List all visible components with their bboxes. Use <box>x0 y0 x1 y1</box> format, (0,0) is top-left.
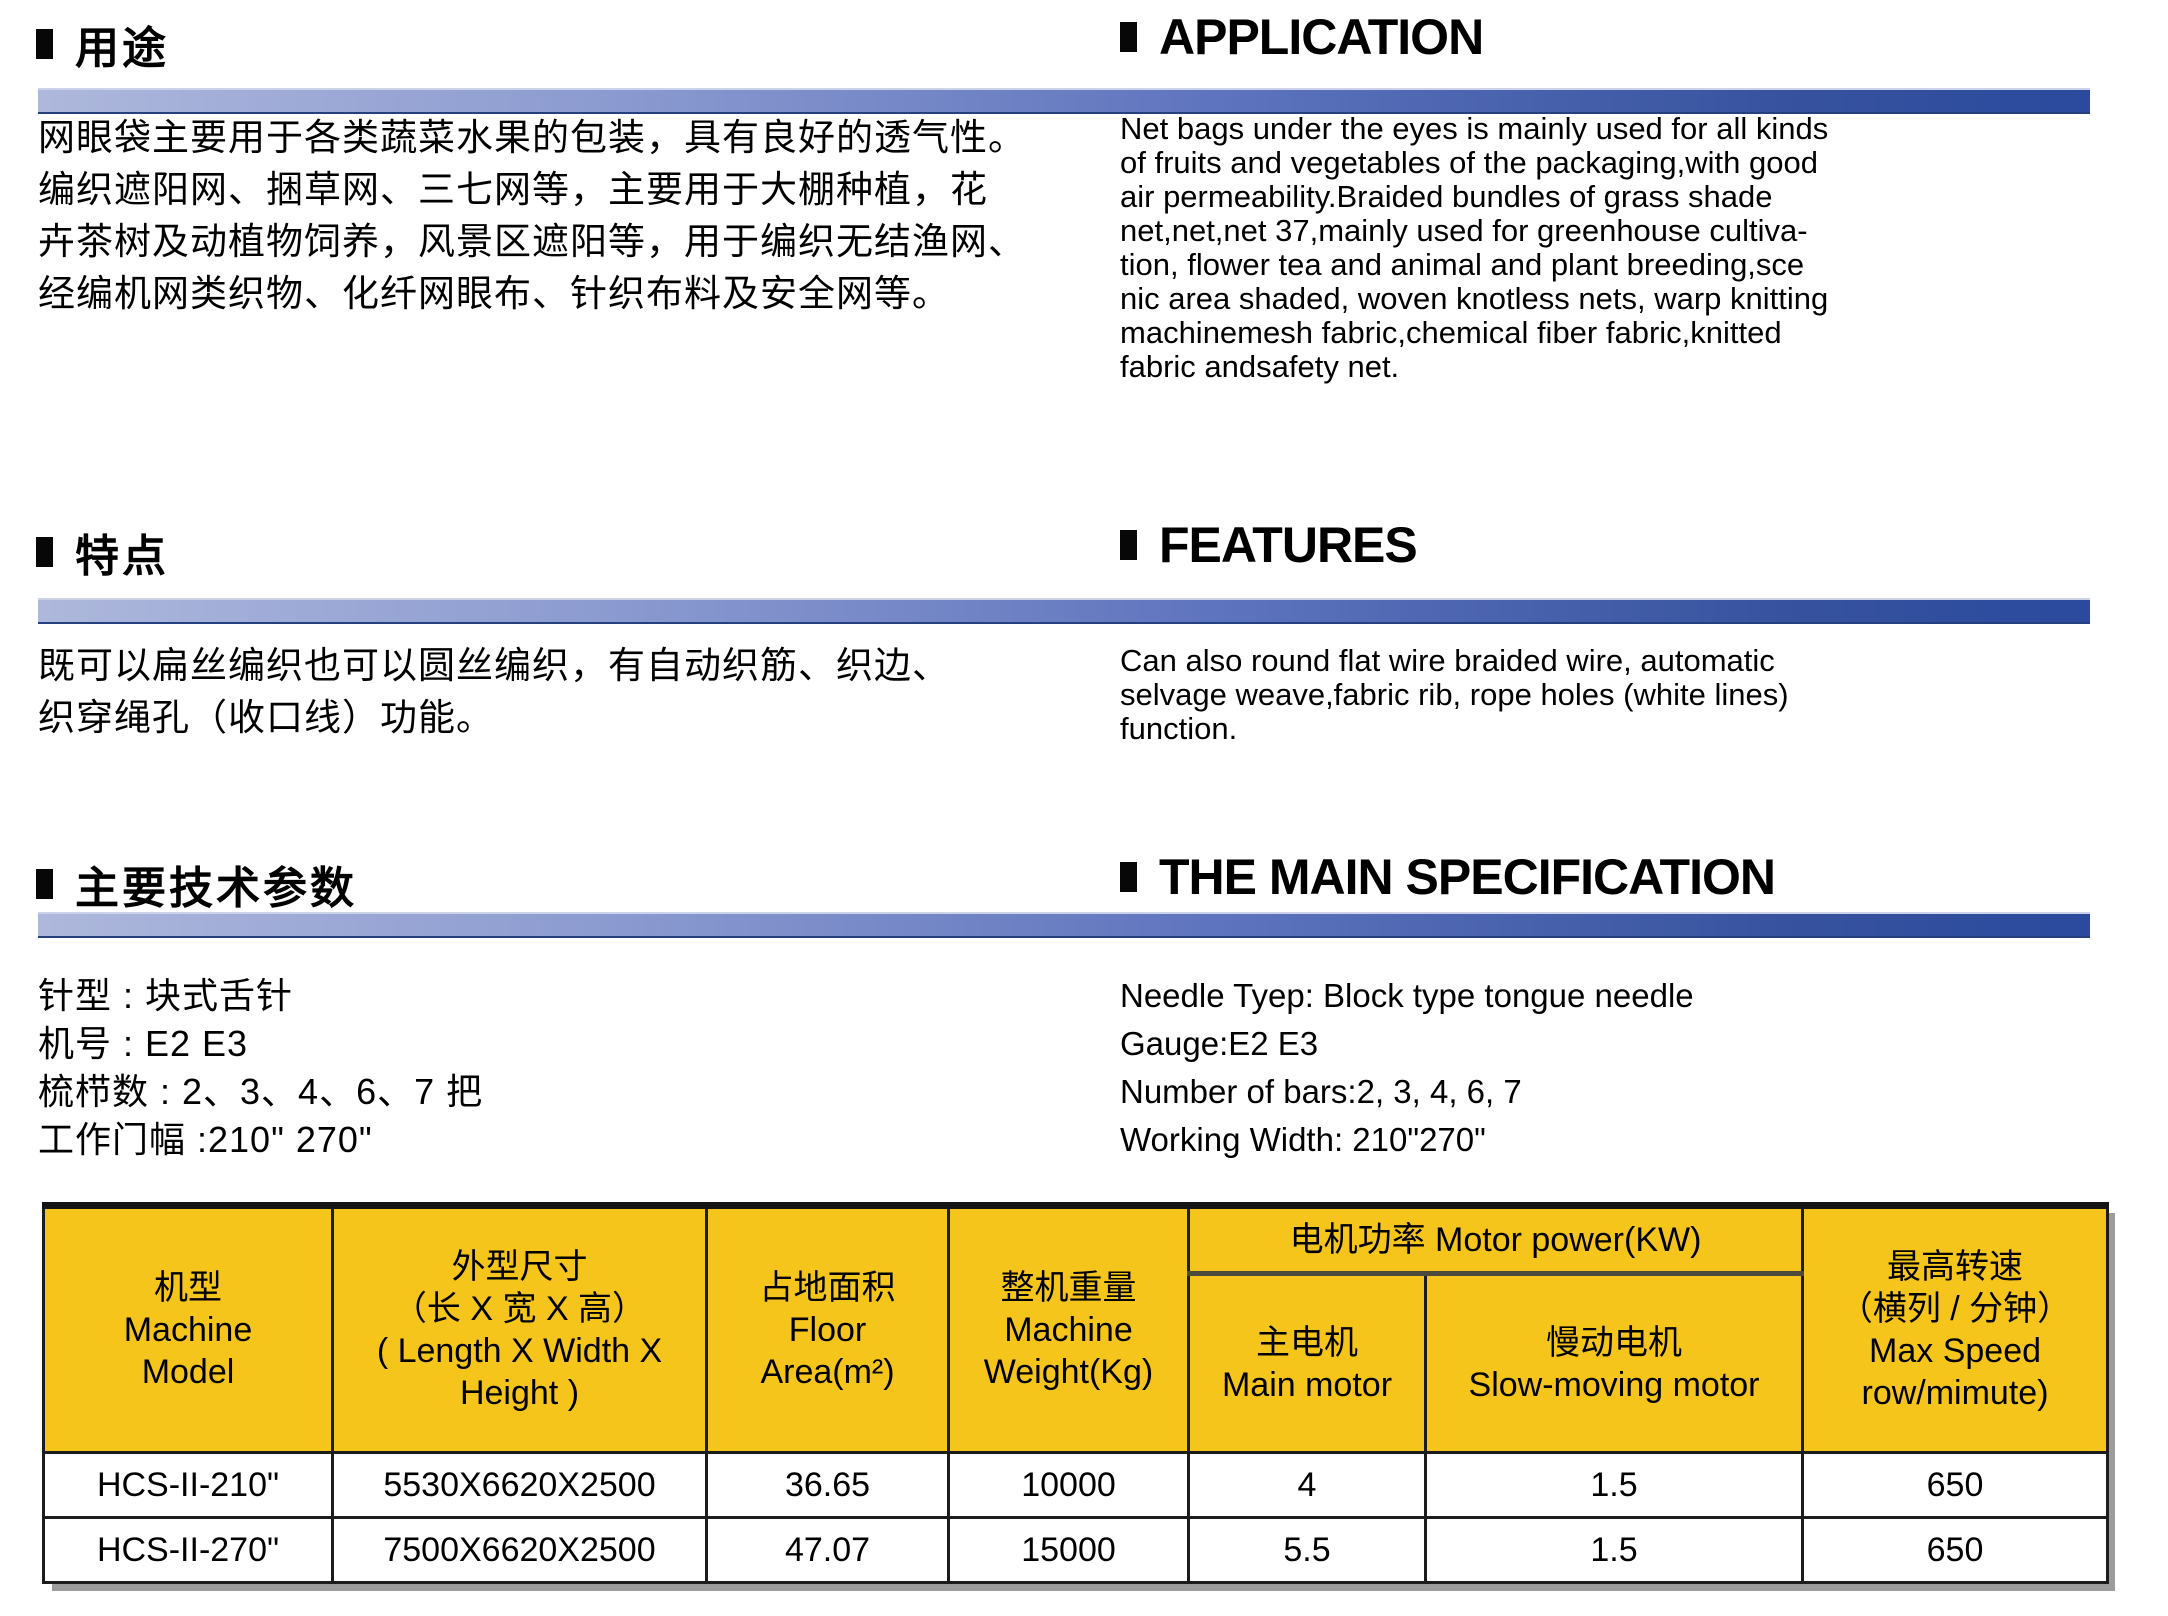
specification-table: 机型 Machine Model 外型尺寸 （长 X 宽 X 高） ( Leng… <box>42 1202 2110 1584</box>
features-heading-en: FEATURES <box>1120 516 1418 574</box>
application-heading-en: APPLICATION <box>1120 8 1484 66</box>
specification-title-zh: 主要技术参数 <box>75 864 357 913</box>
square-bullet-icon <box>36 537 53 567</box>
cell-slow-motor: 1.5 <box>1423 1516 1805 1584</box>
table-row: HCS-II-210" 5530X6620X2500 36.65 10000 4… <box>42 1451 2110 1519</box>
square-bullet-icon <box>1120 22 1137 52</box>
cell-dimensions: 7500X6620X2500 <box>331 1516 708 1584</box>
table-row: HCS-II-270" 7500X6620X2500 47.07 15000 5… <box>42 1516 2110 1584</box>
section-divider-bar <box>38 598 2090 624</box>
cell-weight: 10000 <box>947 1451 1190 1519</box>
cell-main-motor: 5.5 <box>1187 1516 1427 1584</box>
header-dimensions: 外型尺寸 （长 X 宽 X 高） ( Length X Width X Heig… <box>331 1204 708 1454</box>
specification-text-en: Needle Tyep: Block type tongue needle Ga… <box>1120 977 1694 1158</box>
header-machine-model: 机型 Machine Model <box>42 1204 334 1454</box>
specification-heading-zh: 主要技术参数 <box>36 852 357 916</box>
application-title-en: APPLICATION <box>1159 9 1484 65</box>
cell-main-motor: 4 <box>1187 1451 1427 1519</box>
section-divider-bar <box>38 88 2090 114</box>
application-text-en: Net bags under the eyes is mainly used f… <box>1120 111 1829 384</box>
cell-model: HCS-II-270" <box>42 1516 334 1584</box>
features-heading-zh: 特点 <box>36 520 169 584</box>
table-subheader-row: 主电机 Main motor 慢动电机 Slow-moving motor <box>44 1272 2108 1454</box>
features-text-en: Can also round flat wire braided wire, a… <box>1120 643 1789 746</box>
header-motor-power-group: 电机功率 Motor power(KW) <box>1186 1204 1805 1276</box>
cell-floor-area: 47.07 <box>705 1516 950 1584</box>
header-floor-area: 占地面积 Floor Area(m²) <box>705 1204 950 1454</box>
specification-heading-en: THE MAIN SPECIFICATION <box>1120 848 1776 906</box>
section-divider-bar <box>38 912 2090 938</box>
specification-text-zh: 针型 : 块式舌针 机号 : E2 E3 梳栉数 : 2、3、4、6、7 把 工… <box>38 975 484 1160</box>
application-title-zh: 用途 <box>75 24 169 73</box>
application-heading-zh: 用途 <box>36 12 169 76</box>
header-max-speed: 最高转速 （横列 / 分钟） Max Speed row/mimute) <box>1801 1204 2110 1454</box>
table-header-row: 机型 Machine Model 外型尺寸 （长 X 宽 X 高） ( Leng… <box>42 1204 2110 1454</box>
cell-max-speed: 650 <box>1801 1516 2110 1584</box>
cell-dimensions: 5530X6620X2500 <box>331 1451 708 1519</box>
header-slow-motor: 慢动电机 Slow-moving motor <box>1423 1272 1805 1454</box>
specification-title-en: THE MAIN SPECIFICATION <box>1159 849 1776 905</box>
square-bullet-icon <box>1120 862 1137 892</box>
cell-weight: 15000 <box>947 1516 1190 1584</box>
cell-floor-area: 36.65 <box>705 1451 950 1519</box>
header-main-motor: 主电机 Main motor <box>1187 1272 1427 1454</box>
square-bullet-icon <box>36 29 53 59</box>
cell-model: HCS-II-210" <box>42 1451 334 1519</box>
cell-slow-motor: 1.5 <box>1423 1451 1805 1519</box>
square-bullet-icon <box>1120 530 1137 560</box>
header-machine-weight: 整机重量 Machine Weight(Kg) <box>947 1204 1190 1454</box>
cell-max-speed: 650 <box>1801 1451 2110 1519</box>
features-text-zh: 既可以扁丝编织也可以圆丝编织，有自动织筋、织边、 织穿绳孔（收口线）功能。 <box>38 645 950 738</box>
features-title-zh: 特点 <box>75 532 169 581</box>
features-title-en: FEATURES <box>1159 517 1418 573</box>
square-bullet-icon <box>36 869 53 899</box>
application-text-zh: 网眼袋主要用于各类蔬菜水果的包装，具有良好的透气性。 编织遮阳网、捆草网、三七网… <box>38 117 1026 314</box>
